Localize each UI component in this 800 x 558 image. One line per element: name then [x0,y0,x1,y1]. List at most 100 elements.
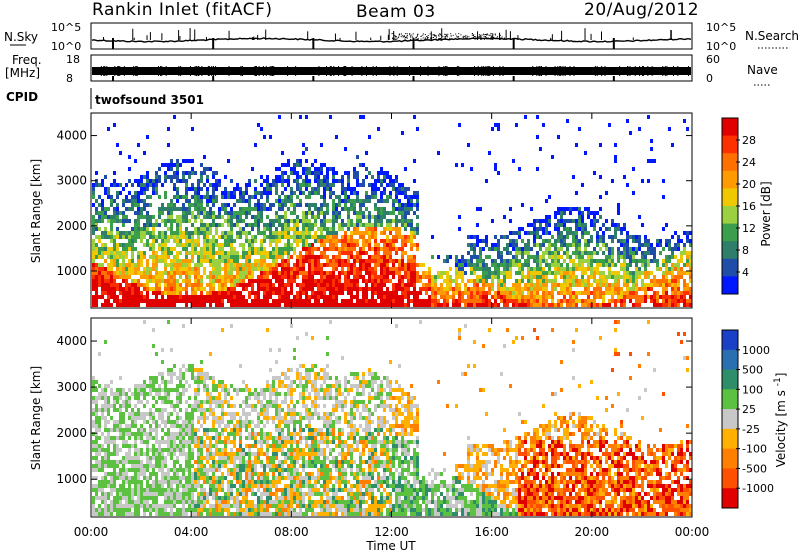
echo-cell [182,247,185,251]
echo-cell [104,392,107,396]
echo-cell [368,215,371,219]
echo-cell [260,299,263,303]
echo-cell [461,267,464,271]
echo-cell [476,303,479,307]
echo-cell [395,291,398,295]
echo-cell [92,223,95,227]
echo-cell [119,211,122,215]
echo-cell [311,187,314,191]
echo-cell [401,215,404,219]
echo-cell [170,175,173,179]
echo-cell [266,287,269,291]
echo-cell [677,287,680,291]
echo-cell [575,283,578,287]
echo-cell [152,235,155,239]
echo-cell [491,279,494,283]
echo-cell [116,488,119,492]
echo-cell [113,243,116,247]
echo-cell [170,159,173,163]
echo-cell [611,287,614,291]
echo-cell [470,299,473,303]
echo-cell [125,243,128,247]
echo-cell [92,299,95,303]
echo-cell [335,267,338,271]
echo-cell [296,239,299,243]
echo-cell [614,271,617,275]
echo-cell [344,243,347,247]
echo-cell [260,287,263,291]
echo-cell [167,255,170,259]
echo-cell [638,299,641,303]
echo-cell [359,287,362,291]
echo-cell [323,299,326,303]
echo-cell [260,255,263,259]
echo-cell [182,159,185,163]
echo-cell [287,243,290,247]
echo-cell [527,239,530,243]
nsearch-dot [423,33,424,34]
echo-cell [323,227,326,231]
echo-cell [572,239,575,243]
echo-cell [278,231,281,235]
echo-cell [224,259,227,263]
echo-cell [137,488,140,492]
echo-cell [356,227,359,231]
echo-cell [125,488,128,492]
echo-cell [338,199,341,203]
echo-cell [188,239,191,243]
echo-cell [599,271,602,275]
echo-cell [143,191,146,195]
echo-cell [515,263,518,267]
echo-cell [302,291,305,295]
echo-cell [536,279,539,283]
echo-cell [194,275,197,279]
echo-cell [419,287,422,291]
echo-cell [557,207,560,211]
echo-cell [131,408,134,412]
echo-cell [533,235,536,239]
echo-cell [287,295,290,299]
echo-cell [239,243,242,247]
echo-cell [563,207,566,211]
echo-cell [254,191,257,195]
echo-cell [212,215,215,219]
echo-cell [641,223,644,227]
echo-cell [407,279,410,283]
echo-cell [410,299,413,303]
echo-cell [446,283,449,287]
echo-cell [653,159,656,163]
echo-cell [380,211,383,215]
echo-cell [107,231,110,235]
echo-cell [512,299,515,303]
echo-cell [323,295,326,299]
echo-cell [101,508,104,512]
echo-cell [185,179,188,183]
echo-cell [665,267,668,271]
echo-cell [563,227,566,231]
echo-cell [575,263,578,267]
echo-cell [221,299,224,303]
echo-cell [545,287,548,291]
echo-cell [227,235,230,239]
echo-cell [365,195,368,199]
echo-cell [122,512,125,516]
echo-cell [323,179,326,183]
echo-cell [230,287,233,291]
echo-cell [377,259,380,263]
echo-cell [227,263,230,267]
echo-cell [206,223,209,227]
echo-cell [161,243,164,247]
echo-cell [110,484,113,488]
echo-cell [623,255,626,259]
echo-cell [245,199,248,203]
echo-cell [272,251,275,255]
echo-cell [440,287,443,291]
echo-cell [287,199,290,203]
echo-cell [131,203,134,207]
echo-cell [92,191,95,195]
echo-cell [389,195,392,199]
echo-cell [134,279,137,283]
echo-cell [377,179,380,183]
echo-cell [677,243,680,247]
echo-cell [197,295,200,299]
